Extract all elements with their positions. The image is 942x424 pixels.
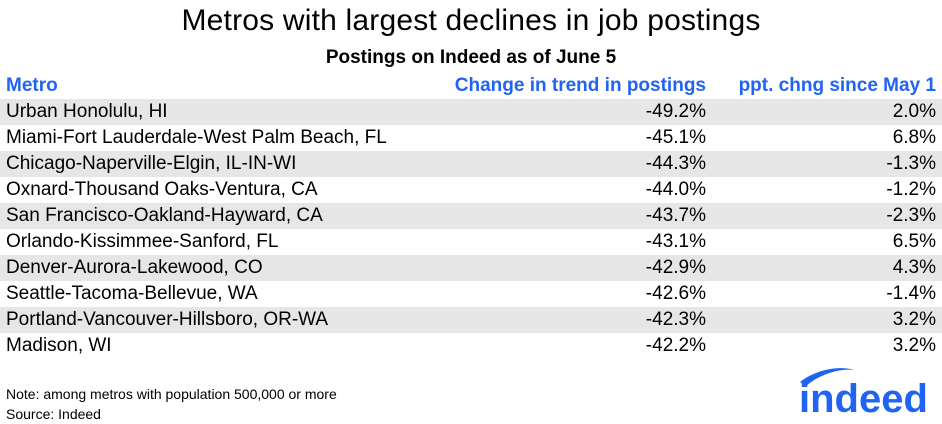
chart-title: Metros with largest declines in job post… [181,4,761,37]
cell-change-in-trend: -44.0% [645,179,706,200]
table-row: Seattle-Tacoma-Bellevue, WA -42.6% -1.4% [0,281,942,307]
cell-change-in-trend: -42.9% [430,255,712,281]
column-header-ppt-change: ppt. chng since May 1 [738,75,936,96]
table-header-row: Metro Change in trend in postings ppt. c… [0,73,942,99]
footer-notes: Note: among metros with population 500,0… [6,384,337,424]
cell-ppt-change: 3.2% [712,307,942,333]
cell-metro: Denver-Aurora-Lakewood, CO [0,255,430,281]
table-row: San Francisco-Oakland-Hayward, CA -43.7% -… [0,203,942,229]
cell-ppt-change: -1.4% [886,283,936,304]
cell-ppt-change: -1.2% [886,179,936,200]
table-row: Denver-Aurora-Lakewood, CO -42.9% 4.3% [0,255,942,281]
table-row: Urban Honolulu, HI -49.2% 2.0% [0,99,942,125]
indeed-logo-text: indeed [799,377,928,420]
cell-change-in-trend: -43.1% [645,231,706,252]
footer-source: Source: Indeed [6,406,101,422]
postings-table: Metro Change in trend in postings ppt. c… [0,73,942,359]
cell-metro: Portland-Vancouver-Hillsboro, OR-WA [0,307,430,333]
cell-ppt-change: 4.3% [712,255,942,281]
cell-ppt-change: -1.3% [712,151,942,177]
cell-metro: Oxnard-Thousand Oaks-Ventura, CA [6,179,318,200]
cell-change-in-trend: -42.6% [645,283,706,304]
cell-metro: Chicago-Naperville-Elgin, IL-IN-WI [0,151,430,177]
table-body: Urban Honolulu, HI -49.2% 2.0% Miami-Fort L… [0,99,942,359]
cell-metro: Madison, WI [6,335,112,356]
cell-change-in-trend: -42.3% [430,307,712,333]
cell-ppt-change: 2.0% [712,99,942,125]
cell-change-in-trend: -42.2% [645,335,706,356]
cell-change-in-trend: -45.1% [645,127,706,148]
table-row: Orlando-Kissimmee-Sanford, FL -43.1% 6.5% [0,229,942,255]
cell-change-in-trend: -49.2% [430,99,712,125]
table-row: Portland-Vancouver-Hillsboro, OR-WA -42.3… [0,307,942,333]
cell-change-in-trend: -43.7% [430,203,712,229]
cell-metro: Urban Honolulu, HI [0,99,430,125]
table-row: Chicago-Naperville-Elgin, IL-IN-WI -44.3%… [0,151,942,177]
column-header-change-in-trend: Change in trend in postings [454,75,706,96]
table-row: Miami-Fort Lauderdale-West Palm Beach, F… [0,125,942,151]
cell-metro: San Francisco-Oakland-Hayward, CA [0,203,430,229]
cell-ppt-change: 3.2% [892,335,936,356]
chart-subtitle: Postings on Indeed as of June 5 [325,47,617,68]
cell-ppt-change: 6.8% [892,127,936,148]
table-row: Oxnard-Thousand Oaks-Ventura, CA -44.0% -1… [0,177,942,203]
table-row: Madison, WI -42.2% 3.2% [0,333,942,359]
indeed-logo-arc-icon [800,368,854,386]
cell-metro: Orlando-Kissimmee-Sanford, FL [6,231,279,252]
column-header-metro: Metro [6,75,58,96]
cell-metro: Seattle-Tacoma-Bellevue, WA [6,283,258,304]
indeed-logo: indeed [799,368,928,420]
cell-change-in-trend: -44.3% [430,151,712,177]
footer-note: Note: among metros with population 500,0… [6,386,337,402]
cell-metro: Miami-Fort Lauderdale-West Palm Beach, F… [6,127,387,148]
cell-ppt-change: 6.5% [892,231,936,252]
cell-ppt-change: -2.3% [712,203,942,229]
